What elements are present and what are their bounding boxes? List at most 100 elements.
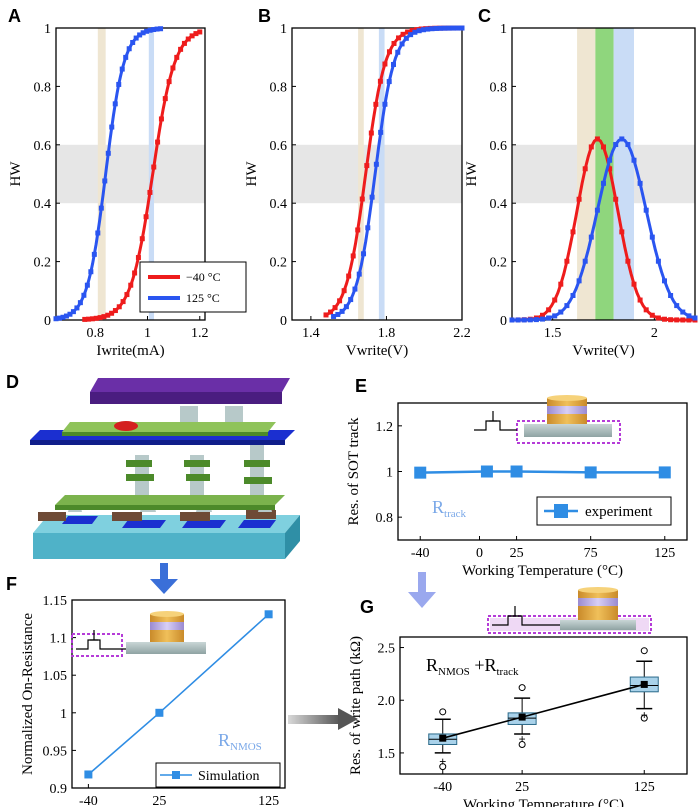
chart-c-series-0-point	[564, 258, 570, 264]
legend-a: −40 °C 125 °C	[139, 261, 247, 313]
chart-c-series-0-point	[649, 312, 655, 318]
chart-c-series-1-point	[533, 317, 539, 323]
chart-c-series-1-point	[674, 303, 680, 309]
annotation-r-track: Rtrack	[432, 497, 466, 520]
chart-a-series-0-point	[116, 304, 122, 310]
chart-a-series-0-point	[105, 312, 111, 318]
chart-c-series-1-point	[662, 278, 667, 284]
chart-e-series-0-point	[480, 465, 493, 478]
chart-c-series-0-point	[655, 315, 661, 321]
chart-b-series-0-point	[382, 61, 388, 67]
legend-a-entry-1: −40 °C	[186, 270, 221, 284]
chart-a-series-0-point	[181, 40, 187, 46]
arrow-f-to-g	[288, 708, 358, 730]
chart-a-series-0-point	[158, 116, 164, 122]
chart-b-ytick-label: 1	[280, 22, 287, 37]
chart-b-series-0-point	[341, 288, 347, 294]
chart-c-series-0-point	[558, 281, 564, 287]
chart-a-series-0-point	[86, 316, 92, 322]
chart-a-series-1-point	[112, 101, 118, 107]
chart-a-series-1-point	[116, 81, 122, 87]
annotation-g-r1: R	[426, 655, 438, 675]
chart-c-series-1-point	[521, 317, 527, 323]
chart-a-series-0-point	[89, 316, 95, 322]
chart-b-series-1-point	[343, 304, 349, 310]
chart-b-series-0-point	[414, 27, 420, 33]
chart-c-series-1-point	[692, 315, 698, 321]
chart-f-xtick-label: 25	[152, 794, 166, 807]
chart-e-ytick-label: 1	[386, 466, 393, 481]
chart-a-series-1-point	[126, 46, 132, 52]
chart-c-series-0-point	[601, 144, 606, 150]
chart-f-series-0-point	[155, 708, 164, 717]
chart-a-series-1-point	[98, 205, 104, 211]
chart-f-ytick-label: 1	[60, 707, 67, 722]
chart-c-series-0-point	[643, 307, 649, 313]
chart-a-series-1-point	[137, 32, 143, 38]
chart-b-series-0-point	[355, 227, 361, 233]
chart-b-ytick-label: 0.2	[270, 256, 288, 271]
chart-a-series-1-point	[147, 27, 153, 33]
chart-a: 0 0.2 0.4 0.6 0.8 1 0.8 1 1.2 Iwrite(mA) HW	[8, 22, 209, 359]
chart-c-ytick-label: 0.4	[490, 197, 508, 212]
chart-f-ytick-label: 1.05	[43, 669, 68, 684]
chart-a-series-1-point	[119, 66, 125, 72]
chart-a-series-1-point	[144, 28, 150, 34]
chart-b-ytick-label: 0.4	[270, 197, 288, 212]
chart-e-series-0-point	[658, 466, 671, 479]
sot-device-schematic-e	[474, 395, 621, 444]
chart-b-series-1-point	[373, 161, 379, 167]
legend-f-marker	[172, 771, 180, 779]
legend-e-entry: experiment	[585, 504, 653, 520]
chart-c-series-0-point	[607, 166, 613, 172]
chart-c-series-0-point	[631, 281, 637, 287]
chart-e-series-0-point	[510, 465, 523, 478]
chart-a-series-1-point	[133, 35, 139, 41]
chart-b-ylabel: HW	[244, 161, 260, 187]
chart-c-ytick-label: 0.6	[490, 139, 508, 154]
chart-a-series-0-point	[162, 96, 168, 102]
chart-g-outlier	[640, 714, 648, 722]
chart-e-ytick-label: 0.8	[376, 511, 394, 526]
annotation-g-sub1: NMOS	[438, 666, 470, 678]
chart-c-series-1-point	[643, 207, 649, 213]
chart-b-xtick-label: 1.8	[378, 326, 396, 341]
chart-a-series-0-point	[128, 282, 134, 288]
chart-c-series-0-point	[540, 312, 545, 318]
chart-a-series-0-point	[135, 255, 141, 261]
chart-c-series-1-point	[576, 278, 582, 284]
chart-g-outlier	[439, 708, 447, 716]
chart-c-ytick-label: 0	[500, 314, 507, 329]
chart-b-series-1-point	[429, 26, 435, 32]
chart-c-ytick-label: 1	[500, 22, 507, 37]
chart-a-series-1-point	[56, 315, 62, 321]
chart-b-series-1-point	[425, 26, 431, 32]
chart-g-xtick-label: -40	[433, 780, 452, 795]
annotation-r-track-sub: track	[444, 508, 466, 520]
chart-b-series-1-point	[378, 129, 384, 135]
chart-a-ytick-label: 1	[44, 22, 51, 37]
chart-a-series-1-point	[81, 292, 87, 298]
chart-c-series-0-point	[552, 297, 558, 303]
chart-b-series-0-point	[368, 130, 374, 136]
chart-a-series-0-point	[174, 54, 180, 60]
annotation-r-track-r: R	[432, 497, 444, 517]
chart-a-series-1-point	[140, 30, 146, 36]
chart-e-series-0-point	[414, 466, 427, 479]
chart-c: 0 0.2 0.4 0.6 0.8 1 1.5 2 Vwrite(V) HW	[464, 22, 698, 359]
chart-a-series-1-point	[77, 300, 83, 306]
chart-b-series-1-point	[416, 28, 422, 34]
chart-b-series-0-point	[373, 101, 379, 107]
sot-device-schematic-f	[71, 611, 206, 657]
chart-a-ytick-label: 0	[44, 314, 51, 329]
annotation-r-nmos: RNMOS	[218, 730, 262, 753]
chart-e-ylabel: Res. of SOT track	[346, 417, 362, 526]
chart-b-series-0-point	[409, 28, 415, 34]
chart-c-series-0-point	[637, 297, 643, 303]
arrow-d-to-f	[150, 563, 178, 594]
chart-a-xtick-label: 0.8	[86, 326, 104, 341]
annotation-r-nmos-r: R	[218, 730, 230, 750]
chart-b-ytick-label: 0.6	[270, 139, 288, 154]
chart-a-series-0-point	[124, 292, 130, 298]
panel-label-a: A	[8, 6, 21, 26]
